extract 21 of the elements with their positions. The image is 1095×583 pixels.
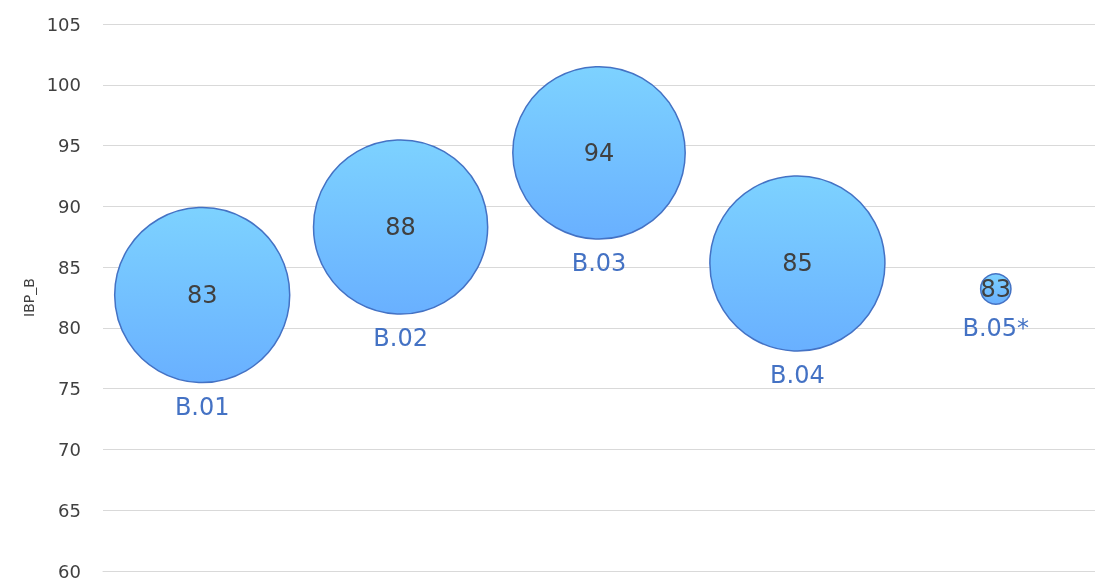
x-tick-label: B.01 — [174, 392, 230, 421]
data-label: 83 — [980, 274, 1012, 303]
y-tick-label: 95 — [58, 135, 81, 157]
y-tick-label: 90 — [58, 195, 81, 217]
data-label: 88 — [385, 213, 416, 241]
data-label: 83 — [186, 281, 218, 310]
y-tick-label: 100 — [46, 74, 81, 96]
x-tick-label: B.02 — [373, 324, 428, 353]
data-label: 85 — [782, 249, 813, 278]
y-tick-label: 85 — [58, 256, 81, 278]
x-tick-label: B.04 — [770, 360, 825, 389]
y-tick-label: 65 — [58, 499, 81, 521]
y-tick-label: 60 — [58, 560, 81, 582]
y-tick-label: 80 — [58, 317, 81, 339]
x-tick-label: B.05* — [962, 314, 1030, 343]
data-label: 94 — [583, 138, 615, 167]
x-tick-label: B.03 — [571, 249, 627, 278]
y-tick-label: 70 — [58, 438, 81, 460]
y-tick-label: 105 — [46, 13, 81, 35]
y-tick-label: 75 — [58, 378, 81, 400]
y-axis-title: IBP_B — [20, 278, 37, 317]
